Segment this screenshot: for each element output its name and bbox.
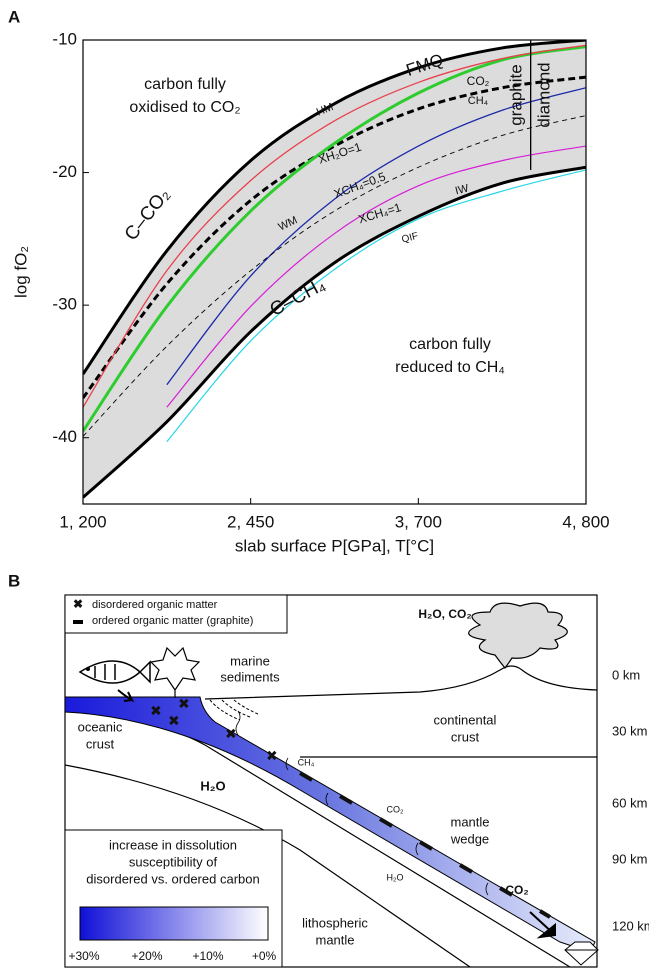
colorbar-tick-label: +20%: [131, 949, 162, 963]
depth-label: 90 km: [612, 851, 647, 866]
y-tick-label: -20: [52, 162, 77, 181]
annotation: oxidised to CO₂: [129, 99, 240, 116]
surface-line: [204, 665, 598, 700]
series-line: [166, 145, 586, 408]
diagram-label: H₂O: [200, 778, 225, 793]
annotation: diamond: [534, 62, 553, 127]
series-line: [166, 87, 586, 386]
diagram-label: oceanic: [78, 719, 123, 734]
svg-text:✖: ✖: [266, 748, 278, 764]
svg-text:✖: ✖: [150, 703, 162, 719]
legend-symbol: ✖: [73, 597, 83, 611]
depth-label: 30 km: [612, 723, 647, 738]
fluid-cloud: [468, 602, 568, 669]
series-line: [83, 115, 586, 437]
svg-text:✖: ✖: [178, 696, 190, 712]
fish-eye: [86, 667, 90, 671]
diagram-label: CH₄: [298, 757, 315, 767]
arrow: [117, 689, 135, 703]
x-axis-label: slab surface P[GPa], T[°C]: [235, 536, 434, 555]
organic-matter-symbols: ✖✖✖ ✖✖: [150, 696, 552, 919]
plot-area: [83, 40, 586, 499]
diagram-label: continental: [434, 712, 497, 727]
colorbar-box: [64, 829, 283, 968]
series-line: [83, 40, 586, 375]
annotation: carbon fully: [144, 76, 226, 93]
plot-frame: [82, 39, 587, 505]
annotation: CO₂: [467, 74, 490, 88]
diagram-label: wedge: [450, 831, 489, 846]
depth-label: 60 km: [612, 795, 647, 810]
depth-label: 120 km: [612, 918, 649, 933]
series-line: [83, 75, 586, 399]
accretion-lines: [209, 699, 259, 721]
chart-a: -10 -20 -30 -40 1, 200 2, 450 3, 700 4, 800 slab…: [11, 29, 609, 555]
colorbar-title: susceptibility of: [129, 854, 218, 869]
y-axis-label: log fO₂: [11, 246, 30, 298]
x-tick-label: 3, 700: [395, 512, 442, 531]
annotation: graphite: [506, 64, 525, 125]
series-line: [166, 169, 586, 443]
diagram-label: marine: [230, 653, 270, 668]
colorbar-tick-label: +0%: [252, 949, 277, 963]
leaf-icon: [149, 646, 201, 698]
curve-label: IW: [454, 182, 471, 197]
graphite-stability-field: [83, 40, 586, 498]
diagram-label: crust: [451, 729, 480, 744]
x-tick-label: 1, 200: [59, 512, 106, 531]
colorbar: [79, 906, 269, 941]
legend-box: [64, 594, 288, 634]
diagram-label: H₂O, CO₂: [418, 607, 471, 621]
svg-text:✖: ✖: [168, 713, 180, 729]
diagram-label: mantle: [315, 932, 354, 947]
diagram-label: CO₂: [387, 804, 405, 814]
x-tick-label: 2, 450: [227, 512, 274, 531]
diagram-b: ✖✖✖ ✖✖ ✖ disordered organic matterordere…: [64, 594, 649, 968]
panel-label: A: [8, 7, 20, 26]
diagram-label: lithospheric: [302, 915, 368, 930]
diagram-label: mantle: [450, 814, 489, 829]
series-line: [83, 165, 586, 499]
legend-entry: ordered organic matter (graphite): [92, 615, 253, 627]
legend-entry: disordered organic matter: [92, 599, 218, 611]
diamond-icon: [564, 941, 599, 966]
svg-text:✖: ✖: [225, 726, 237, 742]
y-tick-label: -10: [52, 29, 77, 48]
y-tick-label: -40: [52, 427, 77, 446]
curve-label: HM: [315, 101, 335, 119]
annotation: carbon fully: [409, 336, 491, 353]
y-tick-label: -30: [52, 295, 77, 314]
subducting-slab: [64, 696, 596, 953]
panel-label: B: [8, 571, 20, 590]
series-line: [83, 44, 586, 408]
diagram-label: H₂O: [387, 872, 404, 882]
diagram-label: sediments: [220, 669, 280, 684]
fish-icon: [78, 660, 151, 684]
graphite-dashes: [298, 771, 552, 919]
depth-label: 0 km: [612, 667, 640, 682]
annotation: CH₄: [468, 95, 489, 107]
series-line: [83, 45, 586, 432]
curve-label: QIF: [401, 231, 420, 246]
diagram-label: CO₂: [505, 883, 528, 897]
x-tick-label: 4, 800: [562, 512, 609, 531]
subduction-arrow: [529, 911, 556, 939]
colorbar-title: disordered vs. ordered carbon: [86, 871, 259, 886]
lithosphere-boundary: [64, 764, 471, 968]
diagram-label: crust: [86, 736, 115, 751]
curve-label: C–CO₂: [121, 185, 175, 245]
colorbar-tick-label: +30%: [68, 949, 99, 963]
colorbar-title: increase in dissolution: [109, 837, 237, 852]
fluid-wiggles: [235, 710, 489, 896]
annotation: reduced to CH₄: [395, 359, 505, 376]
colorbar-tick-label: +10%: [192, 949, 223, 963]
panel-frame: [64, 594, 598, 968]
